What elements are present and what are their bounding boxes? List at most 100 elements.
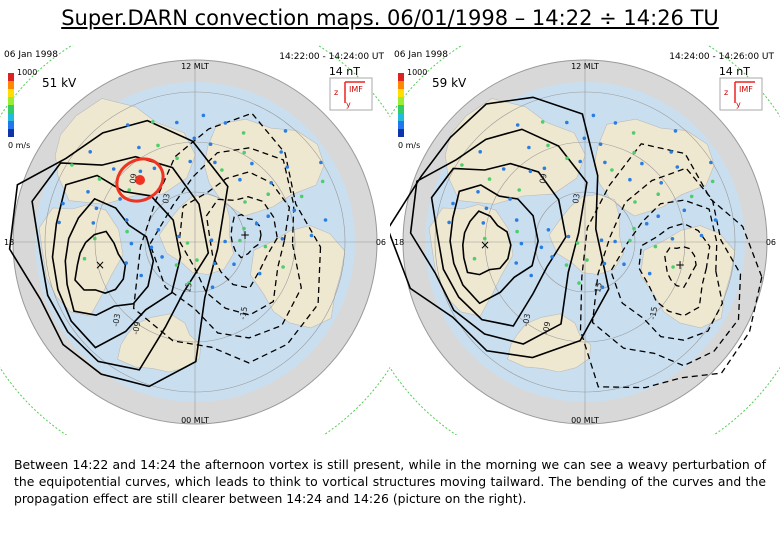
vector-dot bbox=[185, 241, 190, 245]
vector-dot bbox=[519, 241, 524, 246]
vector-dot bbox=[93, 236, 97, 241]
vector-dot bbox=[487, 177, 492, 181]
vector-dot bbox=[476, 190, 480, 194]
vector-dot bbox=[283, 129, 288, 133]
vector-dot bbox=[622, 262, 626, 266]
contour-label: 15 bbox=[183, 282, 194, 294]
vector-dot bbox=[669, 150, 673, 154]
vector-dot bbox=[238, 238, 242, 243]
scale-swatch bbox=[8, 113, 14, 121]
imf-label: IMF bbox=[349, 85, 363, 94]
dusk-label: 18 bbox=[4, 238, 14, 247]
vector-dot bbox=[94, 206, 99, 211]
contour bbox=[149, 147, 302, 339]
vector-dot bbox=[670, 237, 675, 241]
vector-dot bbox=[88, 150, 92, 154]
vector-dot bbox=[223, 121, 228, 125]
vector-dot bbox=[713, 218, 718, 222]
vector-dot bbox=[451, 201, 455, 206]
vector-dot bbox=[241, 131, 246, 135]
scale-swatch bbox=[8, 73, 14, 81]
vector-dot bbox=[149, 245, 154, 250]
land bbox=[250, 225, 346, 329]
vector-dot bbox=[656, 192, 660, 196]
midnight-label: 00 MLT bbox=[571, 416, 599, 425]
contour bbox=[591, 167, 742, 367]
vector-dot bbox=[546, 228, 551, 232]
vector-dot bbox=[175, 156, 179, 161]
contour bbox=[409, 128, 588, 345]
vector-dot bbox=[514, 261, 518, 265]
vector-dot bbox=[150, 120, 155, 124]
vector-dot bbox=[192, 136, 197, 141]
vector-dot bbox=[517, 188, 521, 192]
maps: × + -09 -03 03 09 15 -15 06 Jan 1998 12 MLT 14:22:… bbox=[0, 45, 780, 435]
vector-dot bbox=[550, 255, 554, 259]
vector-dot bbox=[243, 200, 247, 204]
vector-dot bbox=[176, 234, 181, 239]
imf-magnitude: 14 nT bbox=[719, 65, 750, 78]
vector-dot bbox=[257, 271, 262, 276]
vector-dot bbox=[138, 169, 143, 174]
vector-dot bbox=[689, 194, 694, 199]
scale-swatch bbox=[398, 81, 404, 89]
vector-dot bbox=[564, 263, 569, 267]
noon-label: 12 MLT bbox=[571, 62, 599, 71]
vector-dot bbox=[514, 218, 519, 222]
vector-dot bbox=[539, 245, 544, 250]
vector-dot bbox=[86, 190, 90, 194]
vector-dot bbox=[266, 192, 271, 196]
vector-dot bbox=[591, 113, 596, 118]
noon-label: 12 MLT bbox=[181, 62, 209, 71]
vector-dot bbox=[644, 221, 649, 226]
contour bbox=[64, 197, 155, 317]
land bbox=[444, 98, 586, 205]
vector-dot bbox=[266, 214, 271, 218]
vector-dot bbox=[254, 221, 259, 226]
vector-dot bbox=[478, 150, 482, 154]
vector-dot bbox=[156, 143, 160, 148]
vector-dot bbox=[575, 241, 580, 245]
vector-dot bbox=[585, 258, 589, 262]
vector-dot bbox=[565, 120, 569, 125]
extremum-mark: × bbox=[480, 238, 490, 252]
contour bbox=[638, 222, 711, 317]
contour-label: 15 bbox=[593, 282, 604, 294]
vector-dot bbox=[238, 177, 242, 182]
vector-dot bbox=[613, 239, 617, 244]
caption: Between 14:22 and 14:24 the afternoon vo… bbox=[14, 457, 766, 506]
scale-swatch bbox=[8, 89, 14, 97]
contour-label: -15 bbox=[238, 306, 249, 320]
vector-dot bbox=[280, 237, 285, 241]
vector-dot bbox=[481, 221, 486, 225]
imf-y: y bbox=[736, 100, 741, 109]
time-range: 14:24:00 - 14:26:00 UT bbox=[669, 52, 774, 62]
scale-swatch bbox=[8, 129, 14, 137]
imf-y: y bbox=[346, 100, 351, 109]
vector-dot bbox=[213, 160, 217, 165]
contour bbox=[51, 174, 182, 349]
extremum-mark: + bbox=[240, 228, 250, 242]
vector-dot bbox=[242, 150, 246, 155]
convection-map: × + -09 -03 03 09 15 -15 06 Jan 1998 12 MLT 14:24:… bbox=[390, 45, 780, 435]
vector-dot bbox=[599, 238, 604, 242]
contour bbox=[664, 245, 697, 289]
vector-dot bbox=[578, 159, 582, 164]
vector-dot bbox=[447, 220, 451, 225]
vector-dot bbox=[152, 166, 157, 171]
vector-dot bbox=[285, 165, 290, 169]
contour-label: -03 bbox=[521, 313, 532, 327]
scale-swatch bbox=[398, 121, 404, 129]
vector-dot bbox=[628, 177, 632, 182]
vector-dot bbox=[187, 281, 191, 285]
vector-dot bbox=[195, 258, 199, 262]
scale-swatch bbox=[8, 105, 14, 113]
vector-dot bbox=[175, 120, 179, 125]
scale-min: 0 m/s bbox=[8, 141, 30, 150]
vector-dot bbox=[61, 201, 65, 206]
scale-swatch bbox=[8, 121, 14, 129]
vector-dot bbox=[320, 179, 325, 184]
vector-dot bbox=[472, 256, 477, 261]
land bbox=[640, 225, 736, 329]
contour bbox=[8, 119, 229, 388]
